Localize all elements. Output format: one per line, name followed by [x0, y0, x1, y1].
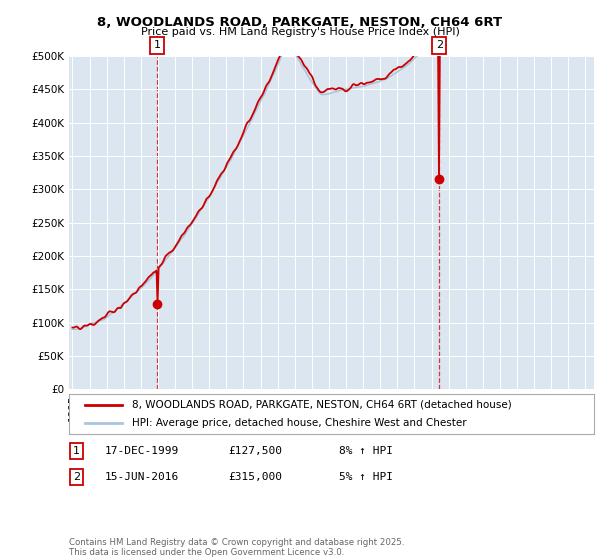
Text: Price paid vs. HM Land Registry's House Price Index (HPI): Price paid vs. HM Land Registry's House …	[140, 27, 460, 37]
Text: 8, WOODLANDS ROAD, PARKGATE, NESTON, CH64 6RT (detached house): 8, WOODLANDS ROAD, PARKGATE, NESTON, CH6…	[132, 400, 512, 410]
Text: 2: 2	[73, 472, 80, 482]
Text: 2: 2	[436, 40, 443, 50]
Text: HPI: Average price, detached house, Cheshire West and Chester: HPI: Average price, detached house, Ches…	[132, 418, 467, 428]
Text: 1: 1	[73, 446, 80, 456]
Text: £315,000: £315,000	[228, 472, 282, 482]
Text: 5% ↑ HPI: 5% ↑ HPI	[339, 472, 393, 482]
Text: 17-DEC-1999: 17-DEC-1999	[105, 446, 179, 456]
Text: £127,500: £127,500	[228, 446, 282, 456]
Text: 8, WOODLANDS ROAD, PARKGATE, NESTON, CH64 6RT: 8, WOODLANDS ROAD, PARKGATE, NESTON, CH6…	[97, 16, 503, 29]
Text: 15-JUN-2016: 15-JUN-2016	[105, 472, 179, 482]
Text: Contains HM Land Registry data © Crown copyright and database right 2025.
This d: Contains HM Land Registry data © Crown c…	[69, 538, 404, 557]
Text: 8% ↑ HPI: 8% ↑ HPI	[339, 446, 393, 456]
Text: 1: 1	[154, 40, 161, 50]
